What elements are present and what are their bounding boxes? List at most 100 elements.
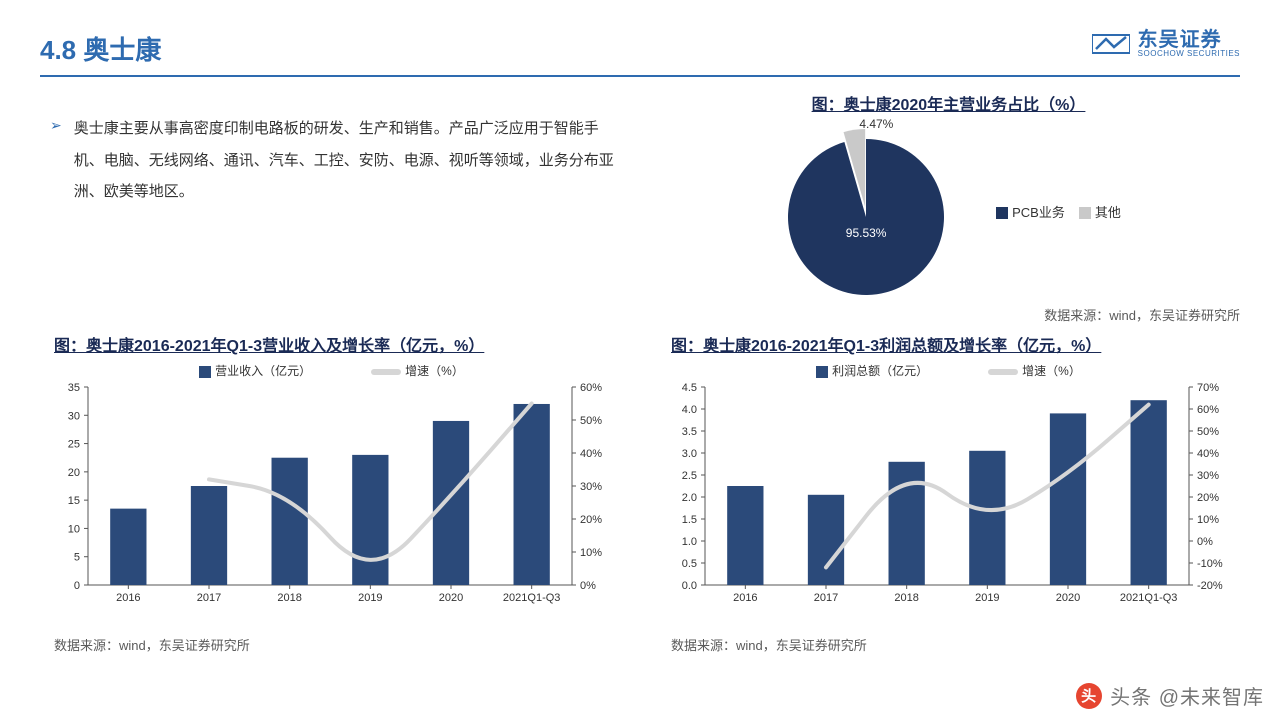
bullet-icon: ➢ xyxy=(50,113,62,208)
legend-line: 增速（%） xyxy=(988,362,1081,379)
svg-text:30%: 30% xyxy=(1197,470,1219,482)
svg-text:2016: 2016 xyxy=(116,592,140,604)
svg-text:25: 25 xyxy=(68,439,80,451)
legend-line-icon xyxy=(988,369,1018,375)
svg-text:2018: 2018 xyxy=(277,592,301,604)
svg-text:0%: 0% xyxy=(580,580,596,592)
svg-text:10: 10 xyxy=(68,523,80,535)
svg-text:0.0: 0.0 xyxy=(682,580,697,592)
svg-text:20%: 20% xyxy=(580,514,602,526)
svg-text:2017: 2017 xyxy=(814,592,838,604)
watermark-icon: 头 xyxy=(1076,683,1102,709)
logo-icon xyxy=(1092,31,1130,57)
watermark: 头 头条 @未来智库 xyxy=(1076,681,1264,710)
legend-swatch-icon xyxy=(996,207,1008,219)
header-divider xyxy=(40,75,1240,77)
svg-text:40%: 40% xyxy=(580,448,602,460)
svg-text:4.0: 4.0 xyxy=(682,404,697,416)
svg-text:50%: 50% xyxy=(1197,426,1219,438)
svg-text:20%: 20% xyxy=(1197,492,1219,504)
svg-text:0%: 0% xyxy=(1197,536,1213,548)
svg-text:2020: 2020 xyxy=(1056,592,1080,604)
svg-text:15: 15 xyxy=(68,495,80,507)
svg-text:30%: 30% xyxy=(580,481,602,493)
svg-text:1.0: 1.0 xyxy=(682,536,697,548)
legend-label: 营业收入（亿元） xyxy=(215,364,311,378)
legend-label: 其他 xyxy=(1095,205,1121,220)
watermark-text: 头条 @未来智库 xyxy=(1110,681,1264,710)
svg-text:-20%: -20% xyxy=(1197,580,1223,592)
svg-text:0: 0 xyxy=(74,580,80,592)
svg-text:10%: 10% xyxy=(1197,514,1219,526)
legend-label: 增速（%） xyxy=(405,364,464,378)
slide-page: 4.8 奥士康 东吴证券 SOOCHOW SECURITIES ➢ 奥士康主要从… xyxy=(0,0,1280,720)
legend-bar: 营业收入（亿元） xyxy=(199,362,311,379)
svg-text:4.5: 4.5 xyxy=(682,382,697,394)
svg-text:60%: 60% xyxy=(1197,404,1219,416)
svg-text:3.0: 3.0 xyxy=(682,448,697,460)
svg-text:-10%: -10% xyxy=(1197,558,1223,570)
svg-text:2018: 2018 xyxy=(894,592,918,604)
svg-text:2019: 2019 xyxy=(358,592,382,604)
svg-text:60%: 60% xyxy=(580,382,602,394)
revenue-chart-block: 图：奥士康2016-2021年Q1-3营业收入及增长率（亿元，%） 营业收入（亿… xyxy=(40,332,623,654)
svg-text:35: 35 xyxy=(68,382,80,394)
pie-chart-block: 图：奥士康2020年主营业务占比（%） 4.47% 95.53% PCB业务 其… xyxy=(657,91,1240,324)
svg-text:5: 5 xyxy=(74,552,80,564)
legend-line: 增速（%） xyxy=(371,362,464,379)
svg-text:2021Q1-Q3: 2021Q1-Q3 xyxy=(503,592,560,604)
legend-line-icon xyxy=(371,369,401,375)
pie-slice-label-main: 95.53% xyxy=(846,226,887,240)
profit-chart: 0.0 0.5 1.0 1.5 2.0 2.5 3.0 3.5 4.0 4.5 -20% -10% 0%… xyxy=(657,381,1240,631)
svg-text:30: 30 xyxy=(68,410,80,422)
svg-text:2019: 2019 xyxy=(975,592,999,604)
description-text: 奥士康主要从事高密度印制电路板的研发、生产和销售。产品广泛应用于智能手机、电脑、… xyxy=(74,113,623,208)
svg-text:3.5: 3.5 xyxy=(682,426,697,438)
svg-text:1.5: 1.5 xyxy=(682,514,697,526)
content-grid: ➢ 奥士康主要从事高密度印制电路板的研发、生产和销售。产品广泛应用于智能手机、电… xyxy=(40,91,1240,654)
svg-text:2.0: 2.0 xyxy=(682,492,697,504)
pie-graphic: 4.47% 95.53% xyxy=(776,121,956,301)
pie-slice-label-other: 4.47% xyxy=(859,117,893,131)
legend-swatch-icon xyxy=(816,366,828,378)
pie-legend-item-2: 其他 xyxy=(1079,202,1121,221)
revenue-source: 数据来源：wind，东吴证券研究所 xyxy=(40,635,623,654)
revenue-chart: 0 5 10 15 20 25 30 35 0% 10% 20% 30% 40% 50% 60% 2016 20… xyxy=(40,381,623,631)
legend-bar: 利润总额（亿元） xyxy=(816,362,928,379)
profit-legend: 利润总额（亿元） 增速（%） xyxy=(657,362,1240,379)
svg-text:50%: 50% xyxy=(580,415,602,427)
legend-label: PCB业务 xyxy=(1012,205,1065,220)
svg-text:0.5: 0.5 xyxy=(682,558,697,570)
legend-swatch-icon xyxy=(199,366,211,378)
svg-text:70%: 70% xyxy=(1197,382,1219,394)
svg-text:2016: 2016 xyxy=(733,592,757,604)
logo-text: 东吴证券 SOOCHOW SECURITIES xyxy=(1138,30,1240,58)
legend-label: 利润总额（亿元） xyxy=(832,364,928,378)
legend-label: 增速（%） xyxy=(1022,364,1081,378)
pie-chart: 4.47% 95.53% PCB业务 其他 xyxy=(657,121,1240,301)
svg-text:20: 20 xyxy=(68,467,80,479)
pie-legend-item-1: PCB业务 xyxy=(996,202,1065,221)
profit-chart-block: 图：奥士康2016-2021年Q1-3利润总额及增长率（亿元，%） 利润总额（亿… xyxy=(657,332,1240,654)
revenue-legend: 营业收入（亿元） 增速（%） xyxy=(40,362,623,379)
section-title: 4.8 奥士康 xyxy=(40,30,161,67)
logo-en: SOOCHOW SECURITIES xyxy=(1138,50,1240,58)
profit-chart-title: 图：奥士康2016-2021年Q1-3利润总额及增长率（亿元，%） xyxy=(657,332,1240,356)
svg-text:2.5: 2.5 xyxy=(682,470,697,482)
profit-source: 数据来源：wind，东吴证券研究所 xyxy=(657,635,1240,654)
header: 4.8 奥士康 东吴证券 SOOCHOW SECURITIES xyxy=(40,30,1240,67)
pie-legend: PCB业务 其他 xyxy=(996,202,1121,221)
svg-text:40%: 40% xyxy=(1197,448,1219,460)
pie-source: 数据来源：wind，东吴证券研究所 xyxy=(657,305,1240,324)
description-block: ➢ 奥士康主要从事高密度印制电路板的研发、生产和销售。产品广泛应用于智能手机、电… xyxy=(40,91,623,324)
svg-text:2021Q1-Q3: 2021Q1-Q3 xyxy=(1120,592,1177,604)
svg-text:2017: 2017 xyxy=(197,592,221,604)
brand-logo: 东吴证券 SOOCHOW SECURITIES xyxy=(1092,30,1240,58)
legend-swatch-icon xyxy=(1079,207,1091,219)
bullet-row: ➢ 奥士康主要从事高密度印制电路板的研发、生产和销售。产品广泛应用于智能手机、电… xyxy=(50,113,623,208)
revenue-chart-title: 图：奥士康2016-2021年Q1-3营业收入及增长率（亿元，%） xyxy=(40,332,623,356)
logo-cn: 东吴证券 xyxy=(1138,30,1240,50)
svg-text:10%: 10% xyxy=(580,547,602,559)
svg-text:2020: 2020 xyxy=(439,592,463,604)
pie-chart-title: 图：奥士康2020年主营业务占比（%） xyxy=(657,91,1240,115)
